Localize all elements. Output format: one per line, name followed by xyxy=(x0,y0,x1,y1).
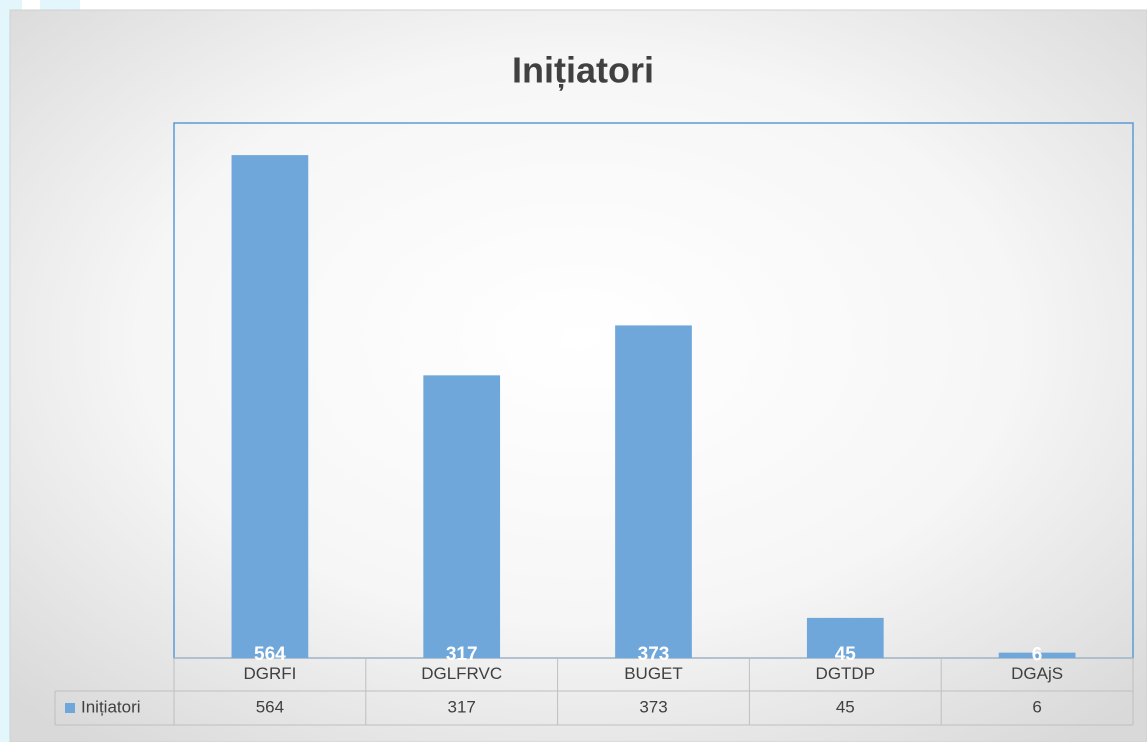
bar xyxy=(998,652,1076,658)
data-label: 45 xyxy=(835,644,857,665)
table-value: 6 xyxy=(1032,697,1041,716)
x-tick-label: DGLFRVC xyxy=(421,664,502,683)
x-tick-label: DGRFI xyxy=(243,664,296,683)
data-label: 317 xyxy=(446,644,478,665)
legend-label: Inițiatori xyxy=(81,697,141,716)
bar xyxy=(806,617,884,658)
chart-title: Inițiatori xyxy=(512,50,654,92)
x-tick-label: BUGET xyxy=(624,664,683,683)
data-label: 373 xyxy=(638,644,670,665)
data-label: 6 xyxy=(1032,644,1043,665)
bar xyxy=(231,155,309,658)
legend-swatch xyxy=(65,703,75,713)
bar xyxy=(423,375,501,658)
table-value: 45 xyxy=(836,697,855,716)
bar xyxy=(615,325,692,658)
data-label: 564 xyxy=(254,644,286,665)
chart-area xyxy=(9,9,1147,742)
table-value: 317 xyxy=(448,697,476,716)
table-value: 564 xyxy=(256,697,284,716)
x-tick-label: DGTDP xyxy=(816,664,876,683)
table-value: 373 xyxy=(639,697,667,716)
x-tick-label: DGAjS xyxy=(1011,664,1063,683)
